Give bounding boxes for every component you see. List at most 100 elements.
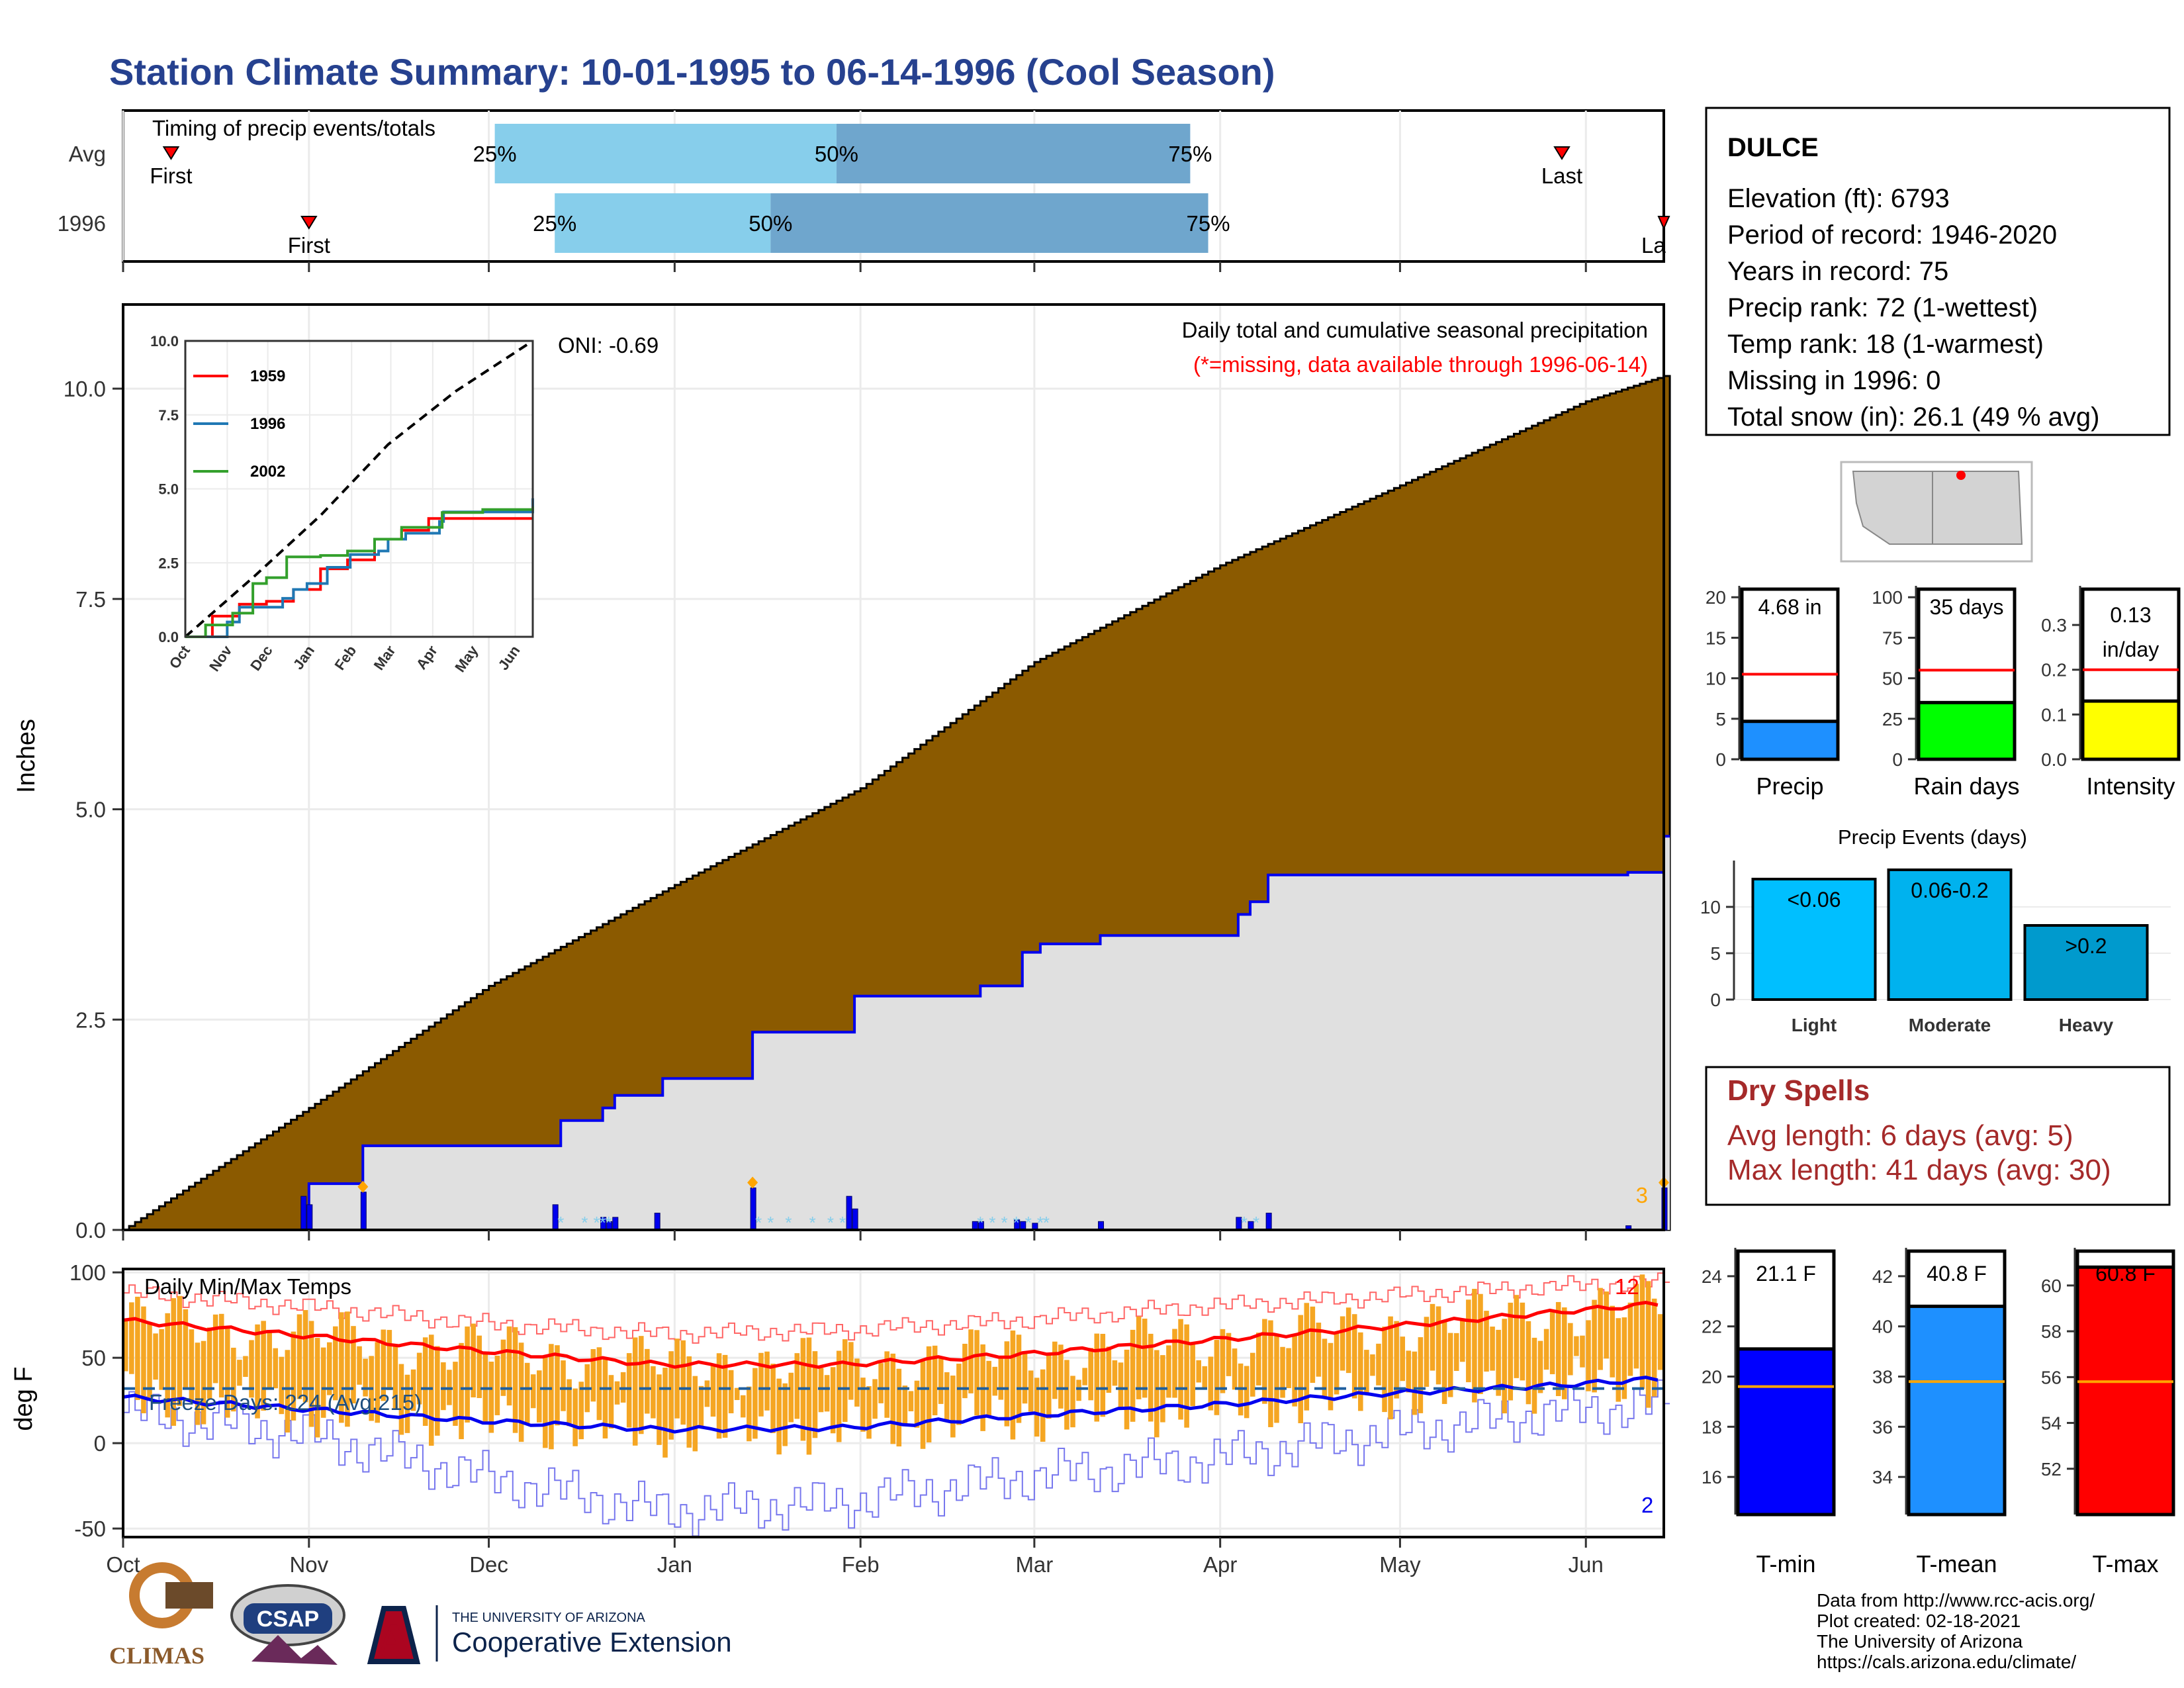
figure-title: Station Climate Summary: 10-01-1995 to 0… [109,51,1275,93]
daily-temp-bar [1268,1320,1273,1427]
event-bar-label: Moderate [1909,1015,1991,1035]
daily-temp-bar [1424,1317,1430,1387]
event-bar [1887,868,2013,1001]
timing-first-marker-label: First [150,164,192,188]
snow-marker: * [785,1213,792,1233]
precip-events-chart: 0 5 10 <0.06 Light 0.06-0.2 Moderate >0.2 Heavy [1700,861,2171,1035]
mini-bar-tick: 15 [1706,628,1726,648]
daily-temp-bar [459,1342,464,1440]
daily-temp-bar [314,1338,320,1438]
daily-temp-bar [572,1388,578,1446]
mini-bar-label: Precip [1756,773,1823,800]
daily-temp-bar [1502,1319,1507,1414]
daily-temp-bar [201,1340,206,1425]
snow-marker: * [767,1213,774,1233]
daily-temp-bar [135,1296,140,1400]
dry-spells-box [1705,1066,2171,1206]
daily-temp-bar [512,1327,518,1433]
daily-temp-bar [758,1352,764,1417]
daily-temp-bar [818,1368,824,1413]
temp-bar-tick: 58 [2041,1321,2062,1342]
daily-temp-bar [722,1354,728,1438]
precip-ytick: 7.5 [75,587,106,612]
daily-temp-bar [1345,1307,1351,1374]
daily-temp-bar [123,1320,128,1372]
inset-ytick: 2.5 [158,555,179,571]
station-info-line: Years in record: 75 [1727,257,1948,286]
temp-bar-label: T-min [1756,1550,1816,1577]
event-bar [1751,878,1877,1001]
timing-title: Timing of precip events/totals [152,116,435,140]
snow-marker: * [1037,1213,1044,1233]
new-mexico-shape [1932,471,2023,545]
mini-bar-tick: 0.3 [2041,615,2067,635]
daily-temp-bar [920,1361,926,1449]
daily-temp-bar [195,1342,201,1425]
daily-temp-bar [1580,1335,1585,1368]
timing-p25-label: 25% [533,211,576,236]
daily-temp-bar [212,1314,218,1383]
month-label: Nov [289,1552,328,1577]
daily-temp-bar [1453,1333,1459,1372]
daily-precip-bar [1265,1213,1272,1231]
month-label: Jan [657,1552,692,1577]
daily-temp-bar [524,1362,530,1423]
daily-temp-bar [854,1358,860,1407]
daily-temp-bar [1298,1315,1303,1424]
event-bar-label: Light [1792,1015,1837,1035]
snow-marker: * [606,1213,612,1233]
daily-temp-bar [1328,1342,1334,1411]
station-info-line: Precip rank: 72 (1-wettest) [1727,293,2038,322]
daily-temp-bar [243,1356,248,1378]
daily-temp-bar [1586,1320,1591,1391]
snow-marker: * [557,1213,564,1233]
daily-temp-bar [231,1347,236,1412]
daily-temp-bar [728,1370,734,1414]
mini-bar-tick: 25 [1882,709,1903,729]
daily-temp-bar [938,1358,944,1404]
daily-temp-bar [848,1342,854,1400]
month-label: May [1379,1552,1421,1577]
daily-temp-bar [237,1360,242,1386]
temp-bar-tick: 42 [1872,1266,1893,1287]
temp-bar-value [2075,1265,2175,1517]
timing-bar-late [770,193,1208,253]
daily-temp-bar [129,1302,134,1374]
daily-temp-bar [1226,1333,1232,1376]
daily-temp-bar [788,1372,794,1423]
daily-temp-bar [1202,1366,1208,1387]
snow-marker: * [581,1213,588,1233]
daily-temp-bar [1592,1299,1597,1393]
temp-high-count: 12 [1615,1274,1639,1299]
precip-ytick: 5.0 [75,798,106,822]
daily-temp-bar [410,1369,416,1411]
daily-temp-bar [596,1347,602,1421]
footer-line: The University of Arizona [1817,1631,2023,1652]
daily-temp-bar [206,1327,212,1399]
daily-temp-bar [734,1387,740,1400]
event-bar-label: Heavy [2059,1015,2114,1035]
temp-ylabel: deg F [10,1366,38,1430]
daily-temp-bar [716,1353,722,1439]
ua-logo: A THE UNIVERSITY OF ARIZONA Cooperative … [367,1605,732,1669]
season-cumulative-line [123,835,1670,1231]
month-label: Mar [1015,1552,1053,1577]
timing-bar-early [494,124,837,183]
daily-temp-bar [1154,1350,1160,1438]
daily-temp-bar [404,1374,410,1433]
daily-temp-bar [435,1346,440,1436]
daily-temp-bar [1106,1346,1112,1393]
daily-temp-bar [1574,1336,1579,1356]
station-info-lines: Elevation (ft): 6793 Period of record: 19… [1727,184,2099,432]
dry-spells-title: Dry Spells [1727,1074,1870,1107]
daily-precip-bar [612,1217,619,1231]
timing-last-marker [1553,146,1570,160]
daily-temp-bar [1262,1319,1267,1404]
precip-ytick: 10.0 [64,377,106,401]
daily-temp-bar [1496,1329,1501,1396]
daily-temp-bar [296,1314,302,1399]
daily-temp-bar [1190,1342,1195,1407]
precip-panel: 0.02.55.07.510.0* * *** * * * * * * * * * * * ** * * [64,303,1671,1243]
climas-logo: CLIMAS [109,1562,213,1669]
freeze-days-label: Freeze Days: 224 (Avg:215) [149,1390,422,1415]
